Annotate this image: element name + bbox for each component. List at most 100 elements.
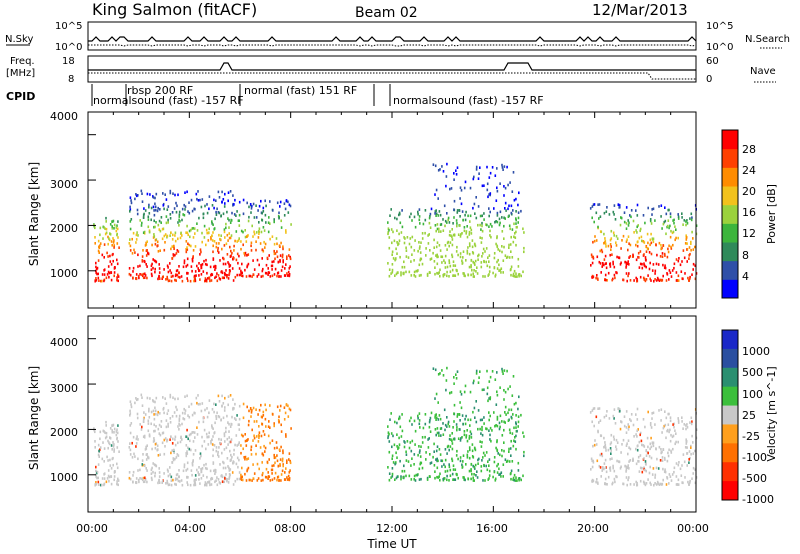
power-cell	[157, 250, 160, 253]
velocity-cell	[417, 414, 419, 418]
velocity-cell	[250, 415, 252, 418]
velocity-cell	[650, 426, 653, 429]
power-cell	[686, 219, 688, 222]
velocity-cell	[216, 476, 218, 479]
velocity-cell	[103, 483, 105, 487]
power-cell	[691, 230, 693, 234]
velocity-cell	[278, 448, 281, 451]
velocity-cell	[462, 476, 464, 479]
velocity-cell	[117, 483, 119, 487]
power-cell	[637, 240, 639, 243]
power-cell	[255, 248, 257, 252]
power-cell	[159, 208, 161, 211]
velocity-cell	[219, 441, 221, 445]
power-cell	[216, 279, 219, 283]
velocity-cell	[186, 475, 188, 479]
power-cell	[522, 270, 524, 274]
velocity-cell	[279, 463, 281, 466]
velocity-cell	[117, 424, 119, 427]
velocity-cell	[154, 474, 156, 478]
velocity-cell	[619, 409, 621, 413]
velocity-cell	[477, 458, 479, 462]
velocity-cell	[498, 467, 500, 471]
velocity-cell	[427, 446, 430, 449]
power-cell	[446, 274, 448, 278]
power-cell	[627, 219, 629, 222]
velocity-cell	[497, 462, 499, 466]
velocity-cell	[172, 396, 174, 399]
power-cell	[117, 273, 119, 277]
power-cell	[462, 272, 464, 275]
velocity-cell	[391, 454, 394, 458]
velocity-cell	[276, 454, 278, 457]
velocity-cell	[253, 472, 256, 475]
velocity-cell	[153, 429, 155, 433]
power-cell	[252, 235, 254, 238]
power-cell	[496, 189, 499, 193]
velocity-cell	[177, 441, 179, 445]
velocity-cell	[174, 457, 176, 461]
power-cell	[186, 263, 189, 267]
power-ylabel: Slant Range [km]	[27, 162, 41, 266]
power-cell	[609, 263, 611, 266]
power-cell	[444, 266, 447, 269]
power-cell	[629, 279, 632, 282]
velocity-cell	[129, 409, 131, 413]
velocity-cell	[176, 477, 178, 481]
velocity-cell	[438, 448, 441, 451]
power-cell	[216, 207, 218, 211]
power-cell	[649, 219, 652, 223]
velocity-cell	[191, 431, 193, 434]
power-cell	[409, 237, 412, 240]
power-cell	[481, 184, 484, 188]
power-cell	[520, 274, 522, 278]
velocity-cell	[255, 420, 258, 423]
velocity-cell	[496, 471, 499, 474]
power-cell	[671, 269, 674, 272]
power-cell	[144, 260, 146, 264]
velocity-cell	[625, 431, 628, 434]
velocity-cell	[516, 429, 518, 433]
power-cell	[96, 266, 99, 270]
velocity-cell	[470, 469, 472, 473]
power-cell	[444, 254, 447, 258]
power-cell	[506, 255, 509, 259]
velocity-cell	[444, 458, 447, 462]
velocity-cell	[645, 454, 648, 457]
velocity-cell	[441, 459, 444, 463]
velocity-cell	[414, 429, 417, 433]
power-cell	[219, 259, 221, 262]
power-cell	[677, 213, 679, 216]
power-cell	[642, 214, 645, 217]
velocity-cell	[217, 478, 220, 481]
power-cell	[673, 266, 675, 270]
velocity-cell	[668, 412, 670, 416]
velocity-cell	[434, 368, 437, 372]
velocity-cell	[512, 478, 514, 481]
velocity-cell	[604, 443, 607, 447]
velocity-cell	[178, 422, 180, 426]
power-cell	[442, 218, 444, 221]
velocity-cell	[104, 436, 107, 440]
velocity-colorbar-frame	[721, 329, 739, 501]
power-cell	[649, 261, 651, 265]
power-cell	[391, 268, 394, 272]
velocity-cell	[513, 402, 516, 406]
velocity-cell	[394, 478, 396, 481]
power-cell	[448, 261, 451, 265]
noise-strip-frame	[87, 21, 697, 51]
velocity-cell	[185, 452, 187, 455]
velocity-cell	[178, 419, 181, 422]
velocity-cell	[166, 468, 169, 472]
power-cell	[162, 204, 165, 207]
power-cell	[226, 253, 229, 256]
power-cell	[442, 170, 445, 173]
velocity-cell	[118, 450, 120, 453]
power-cell	[468, 252, 471, 256]
velocity-cell	[264, 450, 266, 453]
power-cell	[515, 217, 517, 220]
velocity-cell	[194, 483, 197, 487]
power-cell	[109, 223, 112, 226]
velocity-cell	[642, 418, 645, 421]
power-cell	[436, 262, 439, 266]
